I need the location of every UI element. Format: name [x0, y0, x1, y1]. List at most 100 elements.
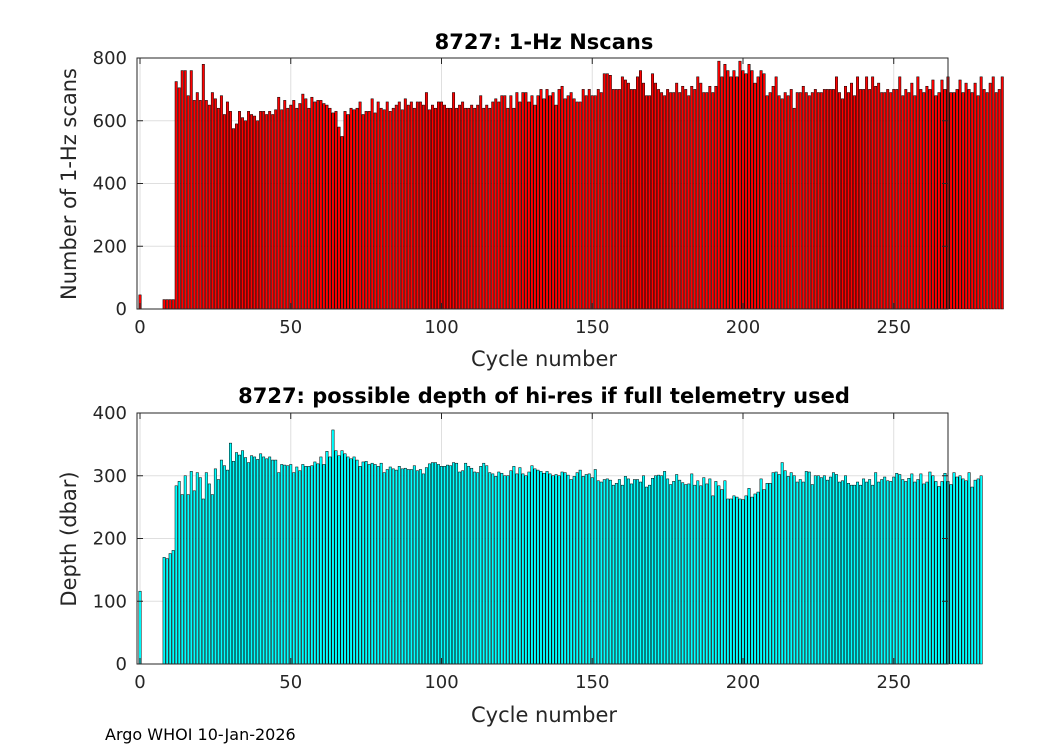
top-bar [678, 92, 682, 310]
bottom-bar [898, 474, 902, 665]
top-bar [871, 76, 875, 310]
top-bar [943, 89, 947, 310]
top-bar [608, 75, 612, 310]
bottom-chart: 8727: possible depth of hi-res if full t… [57, 384, 983, 727]
bottom-bar [681, 482, 685, 665]
bottom-bar [548, 473, 552, 665]
top-bar [877, 82, 881, 310]
top-bar [482, 107, 486, 310]
top-x-tick-label: 150 [575, 317, 609, 338]
top-bar [792, 107, 796, 310]
top-bar [524, 92, 528, 310]
top-bar [859, 89, 863, 310]
bottom-bar [259, 453, 263, 665]
top-bar [774, 76, 778, 310]
top-bar [771, 85, 775, 310]
top-bar [437, 101, 440, 310]
top-bar [687, 95, 691, 310]
bottom-bar [168, 553, 172, 665]
bottom-bar [675, 474, 679, 665]
top-bar [497, 101, 501, 310]
bottom-bar [554, 474, 558, 665]
bottom-bar [714, 481, 718, 665]
top-chart: 8727: 1-Hz Nscans 0 50 100 150 200 250 0 200 40… [57, 30, 1004, 371]
top-bar [702, 92, 706, 310]
top-bar [488, 107, 492, 310]
bottom-bar [373, 464, 377, 665]
top-bar [222, 114, 226, 310]
bottom-bar [663, 471, 667, 665]
top-bar [892, 89, 896, 310]
bottom-bar [831, 472, 835, 665]
bottom-bar [611, 484, 615, 665]
bottom-bar [446, 464, 449, 665]
bottom-bar [961, 478, 965, 665]
bottom-bar [617, 479, 621, 665]
top-bar [958, 79, 962, 310]
top-bar [412, 107, 416, 310]
bottom-bar [844, 475, 847, 665]
bottom-bar [771, 472, 775, 665]
bottom-bar [352, 456, 356, 665]
bottom-bar [801, 481, 805, 665]
bottom-bar [684, 484, 688, 665]
top-bar [997, 89, 1001, 310]
top-x-tick-label: 0 [134, 317, 145, 338]
bottom-bar [687, 483, 691, 665]
bottom-bar [216, 479, 220, 665]
top-bar [473, 107, 477, 310]
top-bar [545, 89, 549, 310]
bottom-bar [533, 468, 537, 665]
top-bar [171, 299, 175, 310]
bottom-bar [557, 475, 561, 665]
top-bar [201, 64, 205, 310]
bottom-bar [340, 450, 344, 665]
bottom-x-axis-label: Cycle number [471, 703, 617, 727]
bottom-bar [551, 475, 555, 665]
top-bar [898, 76, 902, 310]
top-y-tick-label: 400 [93, 174, 127, 195]
top-bar [798, 92, 802, 310]
top-bar [895, 89, 899, 310]
bottom-bar [256, 459, 260, 665]
bottom-bar [530, 465, 534, 665]
bottom-bar [669, 484, 673, 665]
top-x-axis-label: Cycle number [471, 347, 617, 371]
bottom-bar [853, 484, 856, 665]
bottom-bar [379, 462, 383, 665]
top-bar [219, 95, 223, 310]
bottom-x-ticks: 0 50 100 150 200 250 [134, 413, 911, 693]
top-bar [247, 111, 251, 310]
bottom-bar [964, 480, 968, 665]
bottom-bar [183, 475, 187, 665]
bottom-bar [865, 481, 869, 665]
top-bar [654, 82, 658, 310]
bottom-bar [397, 466, 401, 665]
bottom-bar [753, 493, 757, 665]
bottom-bar [545, 471, 549, 665]
top-bar [880, 92, 884, 310]
top-bar [373, 112, 377, 310]
top-bar [816, 92, 820, 310]
bottom-bar [301, 464, 305, 665]
top-bar [210, 92, 214, 310]
top-bar [307, 107, 311, 310]
bottom-bar [970, 486, 974, 665]
top-bar [738, 60, 742, 310]
footer-credit: Argo WHOI 10-Jan-2026 [105, 725, 296, 744]
top-bar [174, 81, 178, 310]
top-bar [907, 92, 911, 310]
top-bar [925, 85, 929, 310]
bottom-y-tick-label: 200 [93, 529, 127, 550]
bottom-bar [192, 490, 196, 665]
bottom-bar [277, 472, 281, 665]
bottom-bar [774, 471, 778, 665]
top-bar [452, 92, 456, 310]
top-bar [844, 85, 847, 310]
top-y-tick-label: 600 [93, 111, 127, 132]
bottom-bar [186, 494, 190, 665]
top-bar [192, 100, 196, 310]
top-bar [841, 98, 844, 310]
top-bar [183, 70, 187, 310]
